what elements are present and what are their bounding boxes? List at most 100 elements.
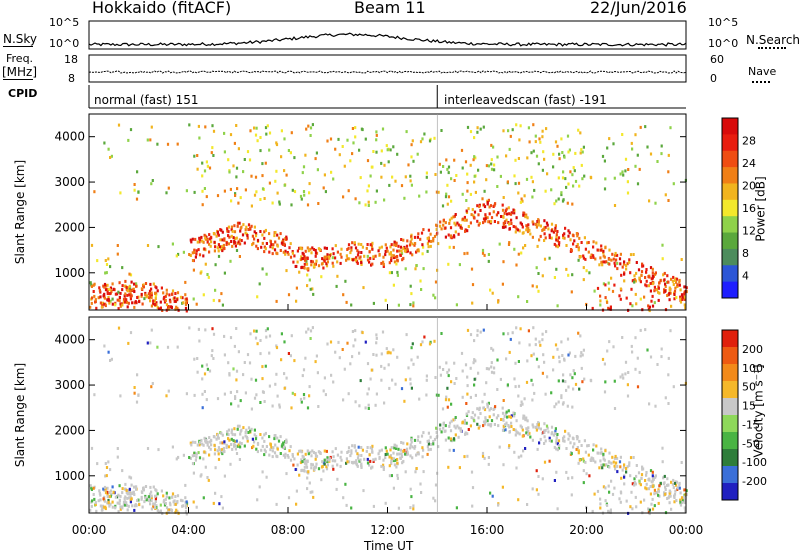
power-cell — [567, 234, 570, 238]
velocity-cell — [285, 438, 288, 442]
power-cell — [581, 150, 584, 154]
velocity-cell — [494, 405, 497, 409]
power-cell — [156, 142, 159, 146]
velocity-cell — [206, 443, 209, 447]
velocity-cell — [401, 461, 404, 465]
velocity-cell — [416, 438, 419, 442]
velocity-cell — [477, 371, 480, 375]
velocity-cell — [295, 489, 298, 493]
power-cell — [165, 191, 168, 195]
velocity-cell — [664, 492, 667, 496]
power-cell — [449, 234, 453, 238]
velocity-cell — [347, 449, 350, 453]
velocity-cell — [140, 497, 143, 501]
velocity-cell — [568, 351, 571, 355]
power-cell — [554, 140, 558, 144]
power-colorbar-swatch — [722, 248, 738, 266]
power-cell — [578, 236, 581, 240]
power-cell — [198, 240, 201, 244]
power-cell — [623, 279, 626, 283]
velocity-cell — [412, 504, 415, 508]
power-cell — [645, 268, 648, 271]
velocity-cell — [382, 458, 385, 462]
power-cell — [575, 232, 578, 235]
velocity-cell — [433, 339, 436, 343]
power-cell — [644, 125, 647, 129]
power-cell — [274, 240, 277, 244]
power-cell — [452, 234, 456, 238]
power-cell — [523, 194, 526, 198]
power-cell — [469, 163, 472, 167]
velocity-cell — [400, 387, 404, 391]
power-cell — [666, 294, 669, 297]
power-cell — [106, 290, 109, 294]
power-cell — [389, 251, 392, 255]
velocity-cell — [103, 499, 106, 503]
velocity-cell — [351, 330, 354, 333]
power-cell — [249, 129, 252, 133]
power-cell — [454, 213, 457, 216]
velocity-cell — [311, 463, 314, 467]
power-cell — [447, 233, 450, 237]
velocity-cell — [106, 486, 109, 490]
velocity-cell — [233, 427, 236, 431]
velocity-cell — [667, 373, 670, 377]
velocity-cell — [493, 406, 496, 410]
power-cell — [648, 199, 651, 203]
velocity-cell — [434, 483, 438, 487]
velocity-cell — [249, 429, 252, 433]
velocity-cell — [288, 449, 291, 453]
velocity-cell — [450, 419, 453, 423]
velocity-cell — [596, 489, 600, 493]
power-cell — [572, 242, 575, 246]
power-cell — [111, 282, 114, 286]
power-cell — [126, 305, 129, 309]
velocity-cell — [574, 382, 578, 386]
power-cell — [517, 157, 520, 160]
power-cell — [543, 239, 546, 242]
power-cell — [608, 137, 611, 141]
velocity-cell — [290, 406, 293, 410]
power-cell — [345, 254, 348, 258]
velocity-cell — [483, 456, 486, 460]
velocity-cell — [219, 441, 222, 445]
power-cell — [382, 255, 385, 259]
power-cell — [223, 150, 226, 154]
power-cell — [571, 173, 574, 177]
velocity-cell — [350, 451, 353, 455]
velocity-cell — [259, 352, 262, 356]
power-cell — [400, 249, 403, 253]
velocity-cell — [328, 458, 331, 462]
power-cell — [294, 265, 297, 268]
velocity-cell — [103, 344, 106, 348]
power-cell — [464, 160, 468, 164]
power-cell — [447, 171, 450, 175]
velocity-cell — [374, 403, 377, 407]
power-cell — [307, 267, 310, 271]
power-cell — [91, 296, 94, 300]
power-cell — [150, 182, 153, 186]
velocity-cell — [562, 439, 565, 443]
velocity-cell — [160, 489, 163, 493]
power-cell — [619, 172, 622, 176]
power-cell — [410, 237, 413, 241]
power-cell — [402, 246, 405, 250]
power-cell — [150, 125, 153, 129]
velocity-cell — [557, 400, 560, 404]
velocity-cell — [278, 403, 281, 407]
velocity-cell — [99, 498, 102, 502]
power-cell — [211, 124, 214, 128]
power-cell — [282, 250, 285, 254]
power-cell — [94, 298, 97, 302]
velocity-cell — [589, 378, 592, 382]
power-cell — [368, 260, 371, 264]
power-cell — [198, 136, 201, 140]
power-cell — [407, 163, 410, 167]
power-cell — [583, 174, 586, 178]
power-cell — [545, 221, 549, 225]
power-cell — [332, 177, 335, 181]
velocity-cell — [277, 439, 281, 443]
power-cell — [150, 287, 153, 291]
velocity-cell — [417, 435, 420, 439]
power-cell — [375, 150, 378, 154]
